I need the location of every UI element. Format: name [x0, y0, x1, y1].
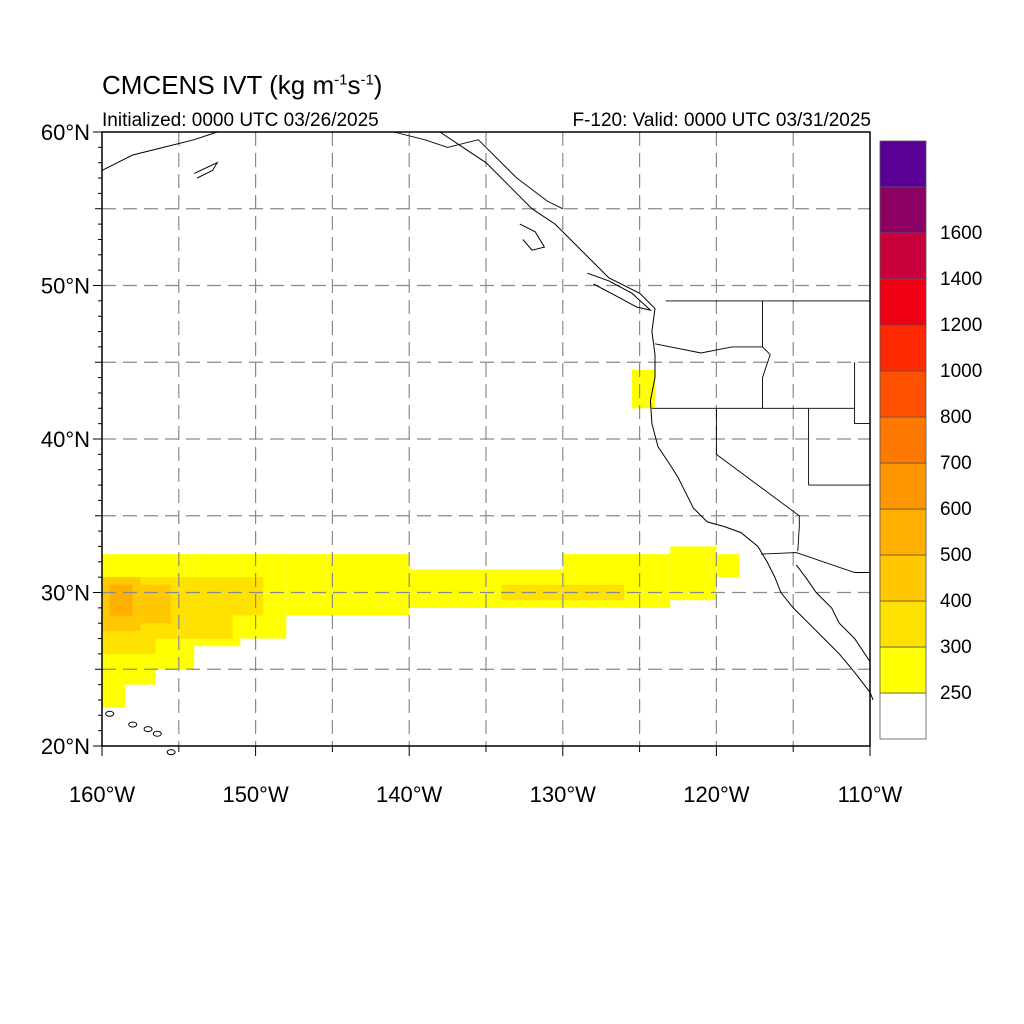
colorbar-swatch	[879, 186, 927, 234]
colorbar-swatch	[879, 462, 927, 510]
kodiak-island	[193, 161, 219, 179]
lon-label: 130°W	[530, 782, 597, 807]
ivt-cell	[140, 584, 172, 624]
washington-oregon-border	[654, 343, 763, 354]
colorbar-label: 1600	[940, 223, 982, 244]
idaho-west-border	[762, 300, 771, 409]
initialized-label: Initialized: 0000 UTC 03/26/2025	[102, 110, 379, 131]
colorbar-label: 700	[940, 453, 972, 474]
lon-label: 110°W	[838, 782, 903, 807]
ivt-cell	[670, 546, 717, 601]
colorbar-label: 400	[940, 591, 972, 612]
lon-label: 120°W	[683, 782, 750, 807]
colorbar-swatch	[879, 370, 927, 418]
colorbar-swatch	[879, 554, 927, 602]
colorbar-label: 300	[940, 637, 972, 658]
hawaii-island	[143, 726, 153, 733]
colorbar-swatch	[879, 232, 927, 280]
lon-label: 160°W	[69, 782, 136, 807]
colorbar-label: 1400	[940, 269, 982, 290]
lat-label: 30°N	[41, 581, 90, 606]
hawaii-island	[166, 749, 176, 756]
haida-gwaii	[519, 223, 546, 251]
colorbar-swatch	[879, 416, 927, 464]
colorbar-label: 1000	[940, 361, 982, 382]
hawaii-island	[128, 721, 138, 728]
colorbar-swatch	[879, 508, 927, 556]
colorbar-swatch	[879, 140, 927, 188]
valid-time-label: F-120: Valid: 0000 UTC 03/31/2025	[572, 110, 871, 131]
lat-label: 60°N	[41, 120, 90, 145]
colorbar-swatch	[879, 324, 927, 372]
colorbar-swatch	[879, 692, 927, 740]
lat-label: 50°N	[41, 274, 90, 299]
lon-label: 140°W	[376, 782, 443, 807]
vancouver-island	[587, 272, 653, 311]
colorbar-label: 600	[940, 499, 972, 520]
hawaii-island	[152, 730, 162, 737]
alaska-peninsula	[101, 131, 218, 171]
lat-label: 40°N	[41, 427, 90, 452]
utah-east-edge	[854, 362, 870, 425]
california-nevada-border	[715, 408, 800, 552]
ivt-cell	[109, 584, 133, 616]
map-title: CMCENS IVT (kg m-1s-1)	[102, 70, 383, 100]
colorbar-swatch	[879, 646, 927, 694]
us-mexico-border	[760, 552, 870, 573]
colorbar-label: 500	[940, 545, 972, 566]
ivt-cell	[716, 554, 740, 578]
ivt-cell	[631, 369, 655, 409]
ivt-cell	[501, 584, 625, 601]
colorbar-label: 1200	[940, 315, 982, 336]
lat-label: 20°N	[41, 734, 90, 759]
north-america-coast	[439, 131, 874, 701]
ivt-cell	[286, 554, 410, 616]
alaska-canada-border	[393, 131, 564, 210]
colorbar-swatch	[879, 600, 927, 648]
lon-label: 150°W	[222, 782, 289, 807]
hawaii-island	[105, 710, 115, 717]
colorbar-swatch	[879, 278, 927, 326]
gulf-of-california-coast	[795, 564, 871, 662]
colorbar-label: 250	[940, 683, 972, 704]
ivt-cell	[232, 577, 264, 616]
colorbar-label: 800	[940, 407, 972, 428]
